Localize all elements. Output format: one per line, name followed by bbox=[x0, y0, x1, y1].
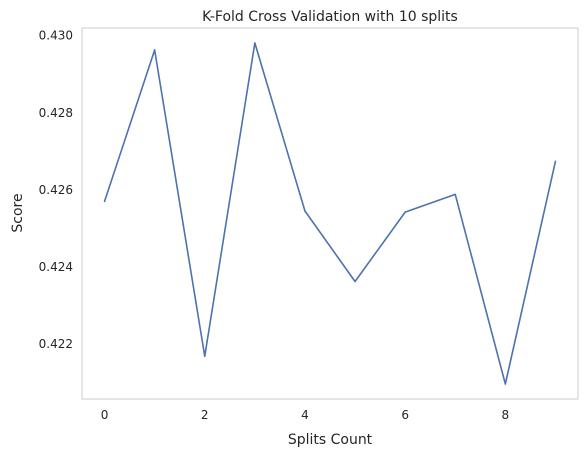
data-point bbox=[103, 200, 106, 203]
y-tick-label: 0.426 bbox=[39, 183, 73, 197]
x-tick-labels: 0 2 4 6 8 bbox=[101, 408, 509, 422]
axes-frame bbox=[81, 27, 579, 400]
data-point bbox=[304, 210, 306, 212]
y-tick-label: 0.430 bbox=[39, 29, 73, 43]
x-tick-label: 0 bbox=[101, 408, 109, 422]
x-tick-label: 8 bbox=[502, 408, 510, 422]
y-tick-label: 0.422 bbox=[39, 337, 73, 351]
y-tick-label: 0.424 bbox=[39, 260, 73, 274]
data-point bbox=[254, 42, 256, 44]
data-point bbox=[153, 49, 156, 51]
data-point bbox=[203, 355, 206, 358]
data-point bbox=[404, 211, 406, 213]
x-axis-label: Splits Count bbox=[288, 432, 373, 448]
series-line bbox=[103, 42, 557, 385]
chart-title: K-Fold Cross Validation with 10 splits bbox=[202, 9, 458, 25]
data-point bbox=[504, 383, 507, 385]
series-group bbox=[103, 42, 557, 385]
y-axis-label: Score bbox=[10, 193, 26, 232]
x-tick-label: 6 bbox=[401, 408, 409, 422]
x-tick-label: 2 bbox=[201, 408, 209, 422]
data-point bbox=[454, 193, 457, 196]
y-tick-labels: 0.422 0.424 0.426 0.428 0.430 bbox=[39, 29, 73, 351]
data-point bbox=[554, 160, 557, 163]
y-tick-label: 0.428 bbox=[39, 106, 73, 120]
data-point bbox=[354, 280, 356, 283]
x-tick-label: 4 bbox=[301, 408, 309, 422]
